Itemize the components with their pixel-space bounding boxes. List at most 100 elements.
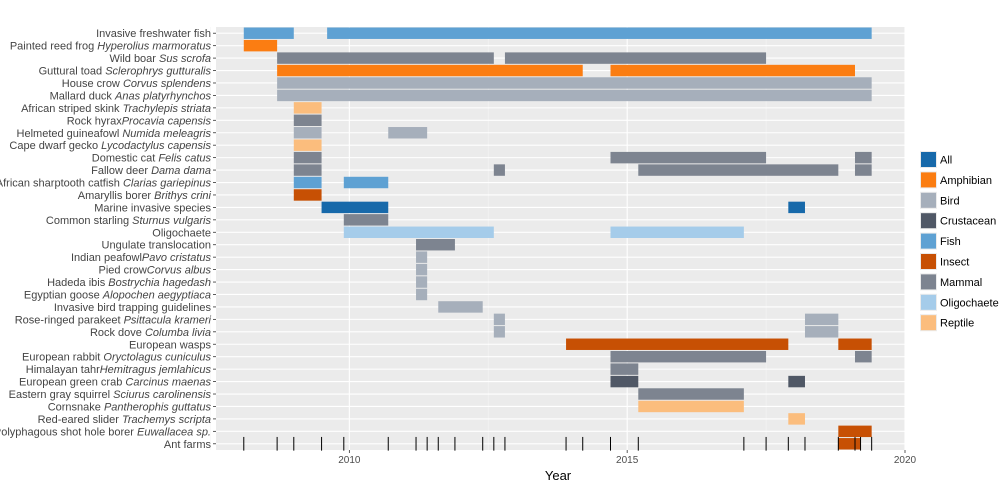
legend-label: Oligochaete [940,297,999,309]
x-tick-label: 2015 [616,455,639,466]
legend-swatch-bird [921,192,936,208]
legend-label: All [940,155,952,167]
bar-bird [438,301,483,313]
bar-fish [293,176,322,189]
legend-label: Mammal [940,277,982,289]
legend-label: Fish [940,236,961,248]
y-tick-label: Fallow deer Dama dama [91,165,211,177]
y-tick-label: Eastern gray squirrel Sciurus carolinens… [9,389,212,401]
y-tick-label: House crow Corvus splendens [62,78,212,90]
y-tick-label: Invasive freshwater fish [96,28,211,40]
legend-swatch-oligochaete [921,294,936,310]
bar-crustacean [610,375,639,388]
y-tick-label: Helmeted guineafowl Numida meleagris [17,128,212,140]
legend: All Amphibian Bird Crustacean Fish Insect Mamm… [920,151,999,332]
legend-label: Reptile [940,318,974,330]
bar-bird [277,77,872,89]
y-tick-label: Egyptian goose Alopochen aegyptiaca [24,289,211,301]
y-tick-label: Himalayan tahrHemitragus jemlahicus [26,364,212,376]
bar-oligochaete [343,226,494,239]
y-tick-label: Painted reed frog Hyperolius marmoratus [10,41,212,53]
y-tick-label: Rock hyraxProcavia capensis [67,115,212,127]
bar-crustacean [788,375,805,388]
y-tick-label: Mallard duck Anas platyrhynchos [50,90,212,102]
bar-all [788,201,805,214]
bar-mammal [293,114,322,127]
bar-bird [416,263,428,276]
bar-reptile [293,102,322,114]
y-tick-label: Hadeda ibis Bostrychia hagedash [47,277,211,289]
bar-bird [804,326,839,338]
legend-label: Insect [940,257,969,269]
y-tick-label: African striped skink Trachylepis striat… [21,103,211,115]
y-tick-label: Red-eared slider Trachemys scripta [38,414,211,426]
bar-insect [838,438,861,450]
bar-amphibian [277,64,583,77]
legend-swatch-fish [921,233,936,249]
bar-mammal [293,151,322,164]
legend-swatch-all [921,152,936,167]
y-tick-label: Indian peafowlPavo cristatus [71,252,212,264]
x-axis-labels: 2010 2015 2020 [338,450,917,466]
bar-reptile [638,400,744,413]
legend-swatch-insect [921,254,936,269]
bar-fish [327,27,872,39]
bar-insect [293,189,322,201]
legend-swatch-crustacean [921,213,936,229]
tick-marks-layer [243,436,873,451]
bar-bird [277,89,872,102]
bar-insect [838,425,872,438]
bar-amphibian [243,39,278,52]
bar-amphibian [610,64,855,77]
bar-mammal [610,350,767,363]
bar-insect [838,338,872,350]
y-tick-label: European wasps [129,339,211,351]
bar-mammal [854,164,872,176]
bar-oligochaete [610,226,744,239]
bar-bird [493,326,505,338]
bar-bird [493,313,505,326]
bar-insect [566,338,789,350]
bar-bird [416,276,428,288]
y-tick-label: Oligochaete [152,227,211,239]
y-tick-label: Polyphagous shot hole borer Euwallacea s… [0,426,211,438]
y-tick-label: Guttural toad Sclerophrys gutturalis [39,66,212,78]
y-tick-label: Common starling Sturnus vulgaris [46,215,212,227]
bar-mammal [277,52,494,64]
bar-mammal [343,214,389,226]
x-tick-label: 2020 [894,455,917,466]
bar-mammal [504,52,767,64]
bar-mammal [638,164,839,176]
bar-fish [343,176,389,189]
y-tick-label: Amaryllis borer Brithys crini [78,190,212,202]
bar-mammal [416,238,455,251]
bar-bird [293,127,322,139]
y-tick-label: Wild boar Sus scrofa [110,53,212,65]
y-tick-label: Pied crowCorvus albus [99,265,212,277]
y-tick-label: Rose-ringed parakeet Psittacula krameri [15,314,212,326]
bar-mammal [493,164,505,176]
y-tick-label: Invasive bird trapping guidelines [54,302,212,314]
legend-swatch-mammal [921,274,936,290]
legend-swatch-reptile [921,315,936,331]
bar-fish [243,27,294,39]
bar-mammal [610,151,767,164]
bar-mammal [293,164,322,176]
legend-label: Bird [940,195,960,207]
y-tick-label: Domestic cat Felis catus [92,153,212,165]
bar-mammal [854,350,872,363]
y-tick-label: Rock dove Columba livia [90,327,211,339]
y-tick-label: Ant farms [164,439,212,451]
x-axis-title: Year [545,468,572,483]
bar-all [321,201,389,214]
y-tick-label: Cape dwarf gecko Lycodactylus capensis [9,140,211,152]
bar-reptile [293,139,322,151]
bar-mammal [854,151,872,164]
legend-label: Crustacean [940,216,996,228]
y-tick-label: Marine invasive species [94,202,211,214]
bar-bird [388,127,428,139]
bar-reptile [788,413,805,425]
bar-bird [416,288,428,301]
